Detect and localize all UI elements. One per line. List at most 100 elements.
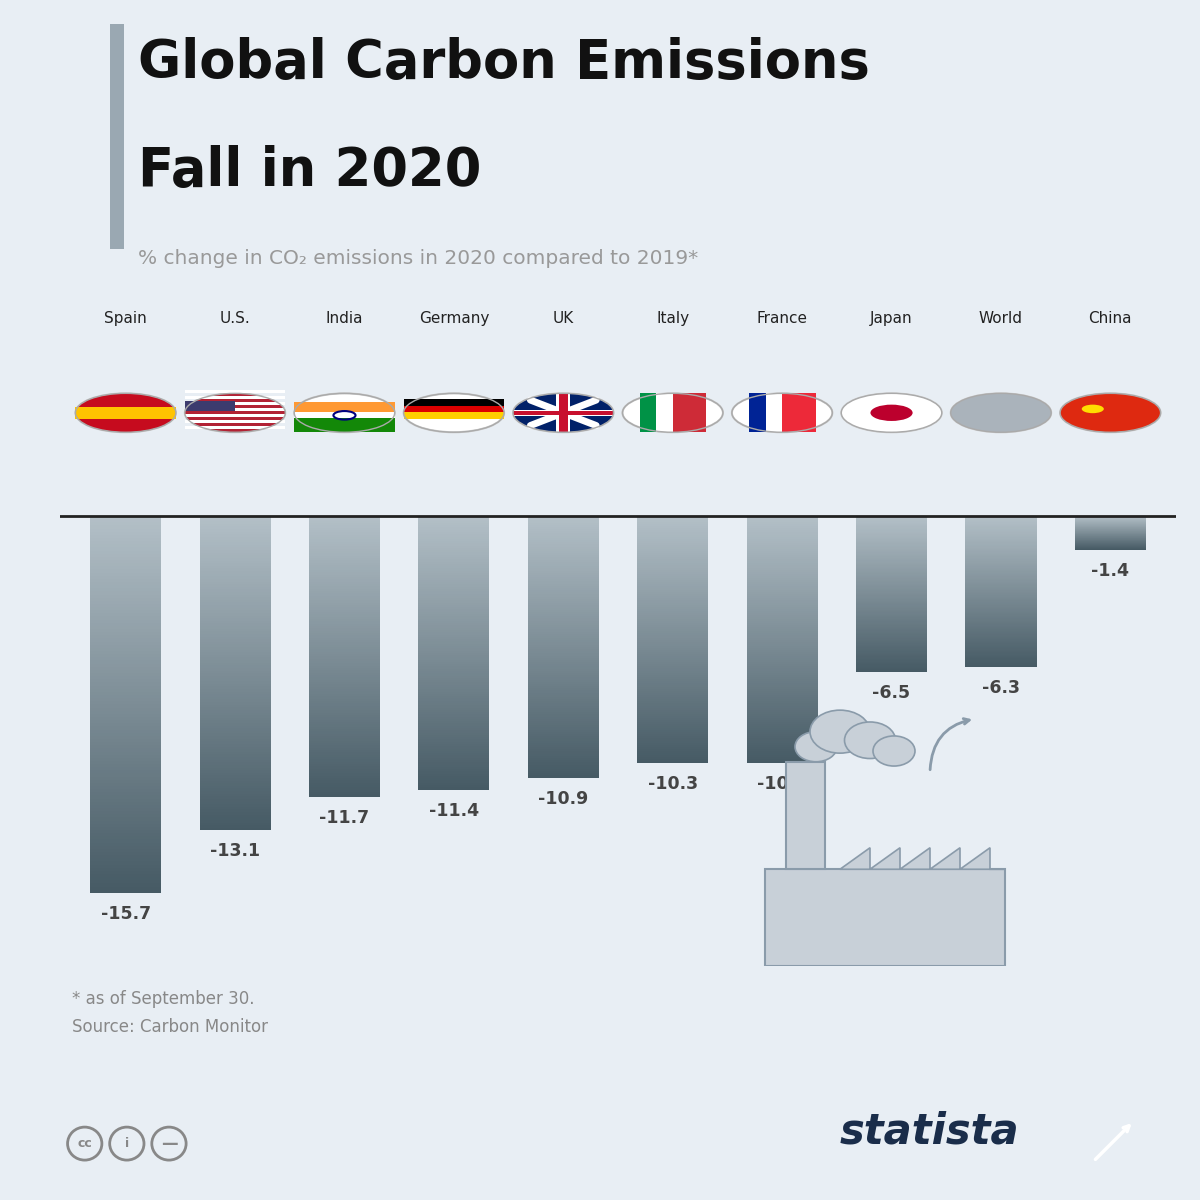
Bar — [419, 751, 490, 754]
Bar — [528, 614, 599, 617]
Bar — [746, 562, 817, 563]
Bar — [199, 668, 271, 671]
Bar — [637, 746, 708, 749]
Bar — [746, 714, 817, 716]
Bar — [746, 619, 817, 622]
Circle shape — [950, 394, 1051, 432]
Bar — [856, 552, 928, 553]
Bar — [856, 653, 928, 654]
Bar — [308, 556, 380, 558]
Bar — [308, 773, 380, 775]
Bar — [637, 712, 708, 714]
Bar — [90, 733, 161, 736]
Bar — [965, 539, 1037, 540]
Bar — [637, 718, 708, 720]
Bar — [308, 764, 380, 767]
Bar — [528, 575, 599, 577]
Bar — [199, 611, 271, 613]
Bar — [308, 629, 380, 631]
Bar — [965, 556, 1037, 557]
Bar — [199, 518, 271, 521]
Bar — [856, 563, 928, 564]
Bar — [419, 673, 490, 676]
Bar — [746, 557, 817, 559]
Bar — [856, 635, 928, 636]
Text: India: India — [325, 311, 364, 326]
Bar — [965, 666, 1037, 667]
Bar — [90, 638, 161, 642]
Bar — [199, 707, 271, 710]
Bar — [308, 563, 380, 565]
Bar — [965, 541, 1037, 542]
Bar — [965, 557, 1037, 558]
Polygon shape — [766, 869, 1006, 966]
Bar — [419, 737, 490, 739]
Bar — [90, 836, 161, 840]
Bar — [856, 602, 928, 604]
Bar — [746, 607, 817, 608]
Bar — [199, 784, 271, 786]
Bar — [746, 574, 817, 576]
Bar — [856, 535, 928, 536]
Bar — [856, 650, 928, 652]
Bar — [90, 742, 161, 745]
Bar — [856, 583, 928, 584]
Bar — [746, 582, 817, 584]
Bar — [856, 517, 928, 518]
Bar — [965, 596, 1037, 598]
Bar — [856, 544, 928, 545]
Bar — [746, 697, 817, 700]
Bar — [199, 584, 271, 587]
Bar — [419, 754, 490, 756]
Bar — [637, 665, 708, 666]
Bar — [90, 698, 161, 701]
Bar — [528, 551, 599, 553]
Bar — [856, 634, 928, 635]
Bar — [856, 648, 928, 650]
Bar — [856, 623, 928, 624]
Bar — [637, 629, 708, 631]
Bar — [746, 708, 817, 709]
Bar — [199, 736, 271, 739]
Bar — [965, 637, 1037, 638]
Bar — [419, 648, 490, 650]
Bar — [90, 617, 161, 619]
Bar — [856, 518, 928, 520]
Bar — [528, 534, 599, 535]
Bar — [419, 709, 490, 712]
Bar — [528, 540, 599, 542]
Bar — [856, 554, 928, 557]
Bar — [528, 758, 599, 760]
Bar — [637, 586, 708, 588]
Bar — [637, 622, 708, 623]
Bar — [856, 619, 928, 620]
Bar — [528, 644, 599, 647]
Bar — [514, 412, 613, 414]
Bar — [528, 710, 599, 713]
Bar — [856, 596, 928, 598]
Bar — [557, 394, 570, 432]
Bar — [746, 671, 817, 672]
Bar — [308, 694, 380, 696]
Bar — [528, 690, 599, 692]
Bar — [637, 760, 708, 761]
Bar — [90, 815, 161, 817]
Bar — [308, 726, 380, 728]
Bar — [308, 673, 380, 676]
Bar — [746, 746, 817, 749]
Bar — [637, 613, 708, 614]
Bar — [856, 607, 928, 608]
Bar — [746, 745, 817, 746]
Bar — [308, 610, 380, 612]
Bar — [419, 577, 490, 580]
Bar — [856, 668, 928, 670]
Text: -10.9: -10.9 — [538, 790, 588, 808]
Bar — [90, 730, 161, 733]
Bar — [856, 610, 928, 611]
Bar — [199, 799, 271, 802]
Bar — [419, 539, 490, 541]
Bar — [856, 565, 928, 566]
Bar — [419, 598, 490, 600]
Bar — [90, 704, 161, 708]
Bar — [90, 823, 161, 827]
